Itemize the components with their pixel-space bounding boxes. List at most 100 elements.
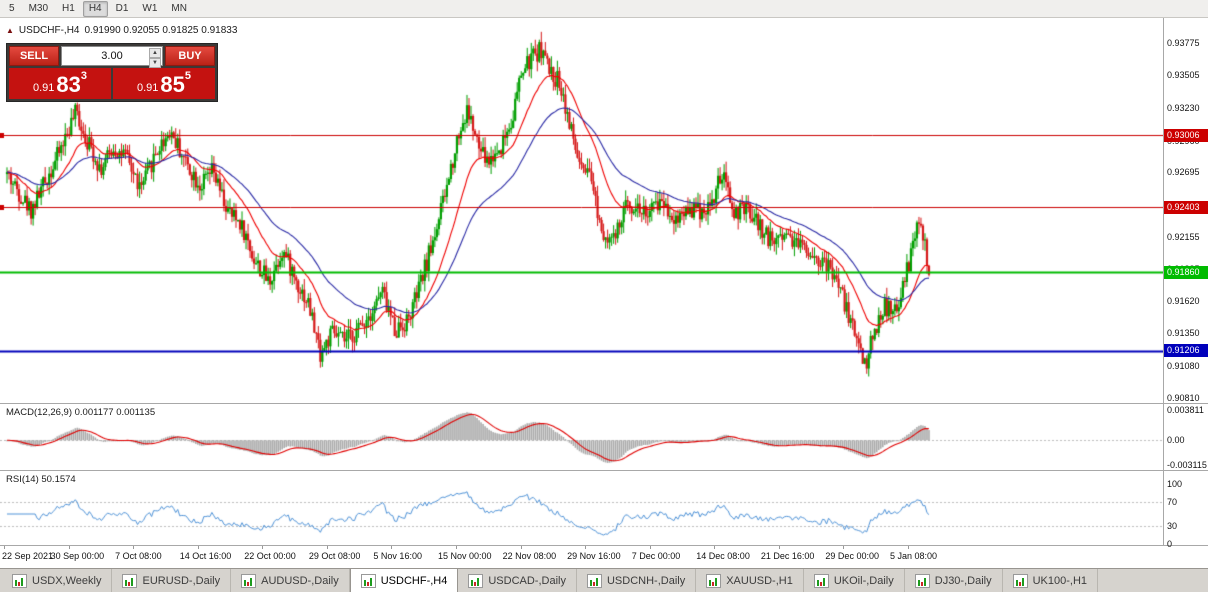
volume-up-button[interactable]: ▲ xyxy=(149,48,161,58)
mini-chart-icon xyxy=(813,573,829,588)
mini-chart-icon xyxy=(12,573,27,588)
price-tick-label: 0.92695 xyxy=(1167,167,1200,178)
separator xyxy=(0,403,1208,404)
mini-chart-icon xyxy=(586,573,602,588)
rsi-scale-label: 0 xyxy=(1167,539,1173,549)
chart-tab-usdchf-h4[interactable]: USDCHF-,H4 xyxy=(349,569,459,592)
chart-tab-eurusd-daily[interactable]: EURUSD-,Daily xyxy=(112,569,232,592)
price-tick-label: 0.93775 xyxy=(1167,38,1200,48)
time-tick-label: 22 Nov 08:00 xyxy=(502,551,557,561)
hline-price-label: 0.91860 xyxy=(1164,265,1208,279)
volume-down-button[interactable]: ▼ xyxy=(149,58,161,68)
symbol-ohlc-label: ▲ USDCHF-,H4 0.91990 0.92055 0.91825 0.9… xyxy=(6,25,237,36)
price-axis[interactable]: 0.937750.935050.932300.929600.926950.924… xyxy=(1164,18,1208,549)
mini-chart-icon xyxy=(122,573,138,588)
mini-chart-icon xyxy=(360,573,376,588)
mini-chart-icon xyxy=(468,573,484,588)
time-tick xyxy=(456,546,457,549)
time-tick-label: 29 Oct 08:00 xyxy=(308,551,361,561)
chart-tab-ukoil-daily[interactable]: UKOil-,Daily xyxy=(804,569,905,592)
price-axis-separator xyxy=(1163,18,1164,545)
chart-tab-label: AUDUSD-,Daily xyxy=(261,574,339,587)
chart-tabs-bar: USDX,Weekly EURUSD-,Daily AUDUSD-,Daily USD… xyxy=(0,568,1208,592)
time-tick xyxy=(649,546,651,549)
price-tick-label: 0.90810 xyxy=(1167,393,1200,403)
time-tick xyxy=(908,546,909,549)
chart-tab-label: EURUSD-,Daily xyxy=(142,574,221,587)
time-tick-label: 5 Nov 16:00 xyxy=(373,551,422,561)
time-tick xyxy=(520,546,522,549)
buy-price-display[interactable]: 0.91 85 5 xyxy=(113,68,215,99)
buy-button[interactable]: BUY xyxy=(165,46,215,66)
price-tick-label: 0.93505 xyxy=(1167,70,1200,81)
mini-chart-icon xyxy=(914,573,930,588)
chart-tab-uk100-h1[interactable]: UK100-,H1 xyxy=(1003,569,1099,592)
timeframe-toolbar: 5 M30 H1 H4 D1 W1 MN xyxy=(0,0,1208,18)
collapse-trade-panel-icon[interactable]: ▲ xyxy=(6,25,14,35)
macd-scale-label: 0.003811 xyxy=(1167,405,1204,415)
timeframe-button-w1[interactable]: W1 xyxy=(142,2,158,14)
time-tick-label: 29 Dec 00:00 xyxy=(825,551,879,561)
time-tick-label: 7 Oct 08:00 xyxy=(115,551,162,561)
timeframe-button-m30[interactable]: M30 xyxy=(28,2,49,14)
mini-chart-icon xyxy=(241,573,257,588)
time-tick-label: 22 Sep 2021 xyxy=(2,551,54,561)
rsi-scale-label: 30 xyxy=(1167,521,1178,531)
time-tick xyxy=(714,546,716,549)
chart-tab-label: USDCNH-,Daily xyxy=(606,574,686,587)
chart-tab-usdcnh-daily[interactable]: USDCNH-,Daily xyxy=(577,569,697,592)
time-tick xyxy=(778,546,780,549)
chart-tab-dj30-daily[interactable]: DJ30-,Daily xyxy=(905,569,1003,592)
chart-tab-label: UKOil-,Daily xyxy=(833,574,894,587)
time-tick xyxy=(843,546,845,549)
timeframe-button-h4[interactable]: H4 xyxy=(82,0,108,17)
volume-value: 3.00 xyxy=(101,50,123,62)
one-click-trading-panel: SELL 3.00 ▲ ▼ BUY 0.91 83 3 0.91 85 5 xyxy=(6,43,218,102)
chart-tab-label: USDX,Weekly xyxy=(32,574,102,587)
macd-scale-label: 0.00 xyxy=(1167,435,1185,446)
rsi-scale-label: 100 xyxy=(1167,479,1183,489)
timeframe-button-h1[interactable]: H1 xyxy=(62,2,75,14)
price-tick-label: 0.93230 xyxy=(1167,103,1200,114)
hline-price-label: 0.93006 xyxy=(1164,128,1208,142)
separator xyxy=(0,470,1208,471)
macd-indicator-chart[interactable] xyxy=(0,404,1163,470)
sell-price-display[interactable]: 0.91 83 3 xyxy=(9,68,111,99)
sell-button[interactable]: SELL xyxy=(9,46,59,66)
chart-tab-label: DJ30-,Daily xyxy=(934,574,992,587)
rsi-scale-label: 70 xyxy=(1167,497,1178,507)
mini-chart-icon xyxy=(706,573,722,588)
time-axis[interactable]: 22 Sep 2021 30 Sep 00:00 7 Oct 08:00 14 Oct… xyxy=(0,546,1163,567)
time-tick xyxy=(391,546,393,549)
ohlc-values: 0.91990 0.92055 0.91825 0.91833 xyxy=(84,25,238,36)
chart-tab-usdx-weekly[interactable]: USDX,Weekly xyxy=(2,569,113,592)
time-tick-label: 15 Nov 00:00 xyxy=(438,551,492,561)
time-tick-label: 22 Oct 00:00 xyxy=(244,551,296,561)
volume-field[interactable]: 3.00 ▲ ▼ xyxy=(61,46,163,68)
price-tick-label: 0.91350 xyxy=(1167,328,1200,339)
chart-tab-label: XAUUSD-,H1 xyxy=(726,574,793,587)
time-tick xyxy=(4,546,5,549)
timeframe-button-d1[interactable]: D1 xyxy=(115,2,129,14)
price-tick-label: 0.91080 xyxy=(1167,360,1200,371)
time-tick-label: 7 Dec 00:00 xyxy=(631,551,681,561)
volume-spinner: ▲ ▼ xyxy=(149,48,161,68)
time-tick-label: 5 Jan 08:00 xyxy=(890,551,938,561)
macd-scale-label: -0.003115 xyxy=(1167,460,1207,470)
hline-price-label: 0.91206 xyxy=(1164,344,1208,358)
rsi-indicator-chart[interactable] xyxy=(0,471,1163,545)
symbol-title: USDCHF-,H4 xyxy=(18,25,80,36)
time-tick-label: 29 Nov 16:00 xyxy=(567,551,621,561)
time-tick xyxy=(133,546,135,549)
macd-label: MACD(12,26,9) 0.001177 0.001135 xyxy=(6,407,156,418)
time-tick-label: 30 Sep 00:00 xyxy=(50,551,105,561)
chart-tab-usdcad-daily[interactable]: USDCAD-,Daily xyxy=(458,569,577,592)
separator xyxy=(0,545,1208,546)
time-tick-label: 14 Dec 08:00 xyxy=(696,551,750,561)
chart-tab-audusd-daily[interactable]: AUDUSD-,Daily xyxy=(231,569,350,592)
chart-tab-xauusd-h1[interactable]: XAUUSD-,H1 xyxy=(696,569,804,592)
timeframe-button-mn[interactable]: MN xyxy=(171,2,187,14)
timeframe-button-5[interactable]: 5 xyxy=(9,2,15,14)
time-tick xyxy=(326,546,328,549)
